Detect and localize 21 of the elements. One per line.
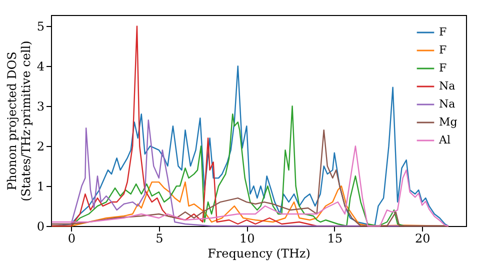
legend-label: F [439,26,447,38]
legend-label: F [439,62,447,74]
y-tick-label: 4 [36,60,45,74]
x-tick-label: 15 [327,232,343,246]
x-axis-title: Frequency (THz) [208,246,310,260]
x-tick-label: 0 [68,232,76,246]
legend-label: Na [439,98,456,110]
x-tick-label: 10 [240,232,255,246]
y-axis-title: Phonon projected DOS (States/THz·primitive cell) [4,40,33,202]
legend-label: F [439,44,447,56]
line-series [51,145,450,227]
y-tick-label: 2 [36,140,44,154]
legend-label: Mg [439,116,458,128]
y-tick-label: 0 [36,220,44,234]
legend-label: Al [438,134,451,146]
y-tick-label: 5 [36,20,44,34]
legend-label: Na [439,80,456,92]
y-tick-label: 1 [36,180,44,194]
y-tick-label: 3 [36,100,44,114]
x-tick-label: 20 [414,232,430,246]
x-tick-label: 5 [156,232,164,246]
